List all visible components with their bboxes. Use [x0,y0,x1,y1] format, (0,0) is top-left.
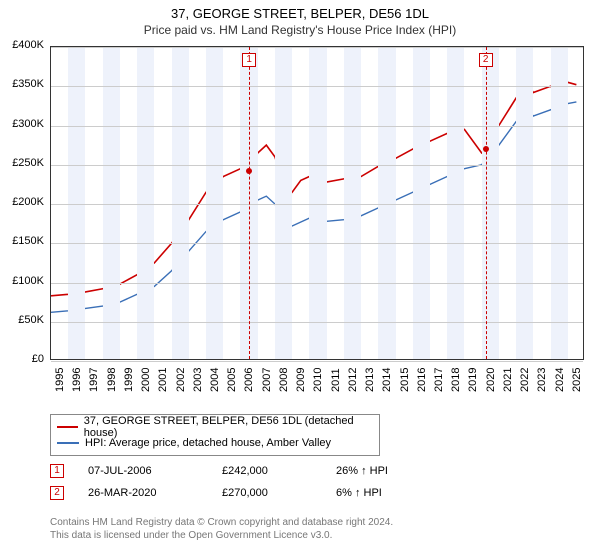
x-tick-label: 1998 [106,368,118,392]
year-band [309,47,326,359]
sale-price: £242,000 [222,465,312,477]
year-band [172,47,189,359]
gridline-h [51,322,583,323]
y-tick-label: £150K [0,235,44,247]
x-tick-label: 1995 [54,368,66,392]
sale-vline [486,47,487,359]
year-band [275,47,292,359]
year-band [516,47,533,359]
gridline-h [51,126,583,127]
x-tick-label: 2001 [157,368,169,392]
sales-table: 1 07-JUL-2006 £242,000 26% ↑ HPI 2 26-MAR-202… [50,460,388,504]
plot-area: 12 [50,46,584,360]
x-tick-label: 2021 [502,368,514,392]
sale-marker-box: 2 [479,53,493,67]
sale-date: 07-JUL-2006 [88,465,198,477]
x-tick-label: 2003 [192,368,204,392]
gridline-h [51,165,583,166]
legend-row: 37, GEORGE STREET, BELPER, DE56 1DL (det… [57,419,373,435]
chart-container: 37, GEORGE STREET, BELPER, DE56 1DL Pric… [0,0,600,560]
x-tick-label: 2000 [140,368,152,392]
sale-delta: 6% ↑ HPI [336,487,382,499]
year-band [378,47,395,359]
y-tick-label: £400K [0,39,44,51]
year-band [103,47,120,359]
sale-date: 26-MAR-2020 [88,487,198,499]
y-tick-label: £0 [0,353,44,365]
legend-label: 37, GEORGE STREET, BELPER, DE56 1DL (det… [84,415,373,439]
year-band [482,47,499,359]
year-band [137,47,154,359]
legend-row: HPI: Average price, detached house, Ambe… [57,435,373,451]
x-tick-label: 2018 [450,368,462,392]
year-band [447,47,464,359]
sale-marker-box: 1 [242,53,256,67]
legend-swatch [57,442,79,444]
sales-row: 1 07-JUL-2006 £242,000 26% ↑ HPI [50,460,388,482]
gridline-h [51,47,583,48]
y-tick-label: £50K [0,314,44,326]
x-tick-label: 2002 [175,368,187,392]
x-tick-label: 2010 [312,368,324,392]
year-band [206,47,223,359]
x-tick-label: 2007 [261,368,273,392]
x-tick-label: 2013 [364,368,376,392]
x-tick-label: 2022 [519,368,531,392]
x-tick-label: 2025 [571,368,583,392]
x-tick-label: 2024 [554,368,566,392]
y-tick-label: £100K [0,275,44,287]
legend-swatch [57,426,78,428]
year-band [344,47,361,359]
chart-title: 37, GEORGE STREET, BELPER, DE56 1DL [0,0,600,21]
x-tick-label: 1999 [123,368,135,392]
sale-dot [483,146,489,152]
legend-label: HPI: Average price, detached house, Ambe… [85,437,331,449]
gridline-h [51,204,583,205]
x-tick-label: 2023 [536,368,548,392]
x-tick-label: 2006 [243,368,255,392]
sale-price: £270,000 [222,487,312,499]
x-tick-label: 2005 [226,368,238,392]
gridline-h [51,361,583,362]
x-tick-label: 2004 [209,368,221,392]
x-tick-label: 2008 [278,368,290,392]
sale-delta: 26% ↑ HPI [336,465,388,477]
x-tick-label: 2014 [381,368,393,392]
chart-subtitle: Price paid vs. HM Land Registry's House … [0,21,600,37]
sales-marker: 1 [50,464,64,478]
x-tick-label: 1996 [71,368,83,392]
x-tick-label: 2012 [347,368,359,392]
gridline-h [51,283,583,284]
y-tick-label: £350K [0,78,44,90]
sales-marker: 2 [50,486,64,500]
footer-line: This data is licensed under the Open Gov… [50,529,393,542]
year-band [551,47,568,359]
gridline-h [51,243,583,244]
x-tick-label: 2015 [399,368,411,392]
x-tick-label: 2017 [433,368,445,392]
x-tick-label: 2011 [330,368,342,392]
sales-row: 2 26-MAR-2020 £270,000 6% ↑ HPI [50,482,388,504]
gridline-h [51,86,583,87]
year-band [68,47,85,359]
x-tick-label: 2009 [295,368,307,392]
x-tick-label: 1997 [88,368,100,392]
x-tick-label: 2019 [467,368,479,392]
y-tick-label: £200K [0,196,44,208]
y-tick-label: £250K [0,157,44,169]
legend: 37, GEORGE STREET, BELPER, DE56 1DL (det… [50,414,380,456]
sale-dot [246,168,252,174]
x-tick-label: 2016 [416,368,428,392]
year-band [413,47,430,359]
x-tick-label: 2020 [485,368,497,392]
footer-line: Contains HM Land Registry data © Crown c… [50,516,393,529]
sale-vline [249,47,250,359]
y-tick-label: £300K [0,118,44,130]
footer-attribution: Contains HM Land Registry data © Crown c… [50,516,393,542]
